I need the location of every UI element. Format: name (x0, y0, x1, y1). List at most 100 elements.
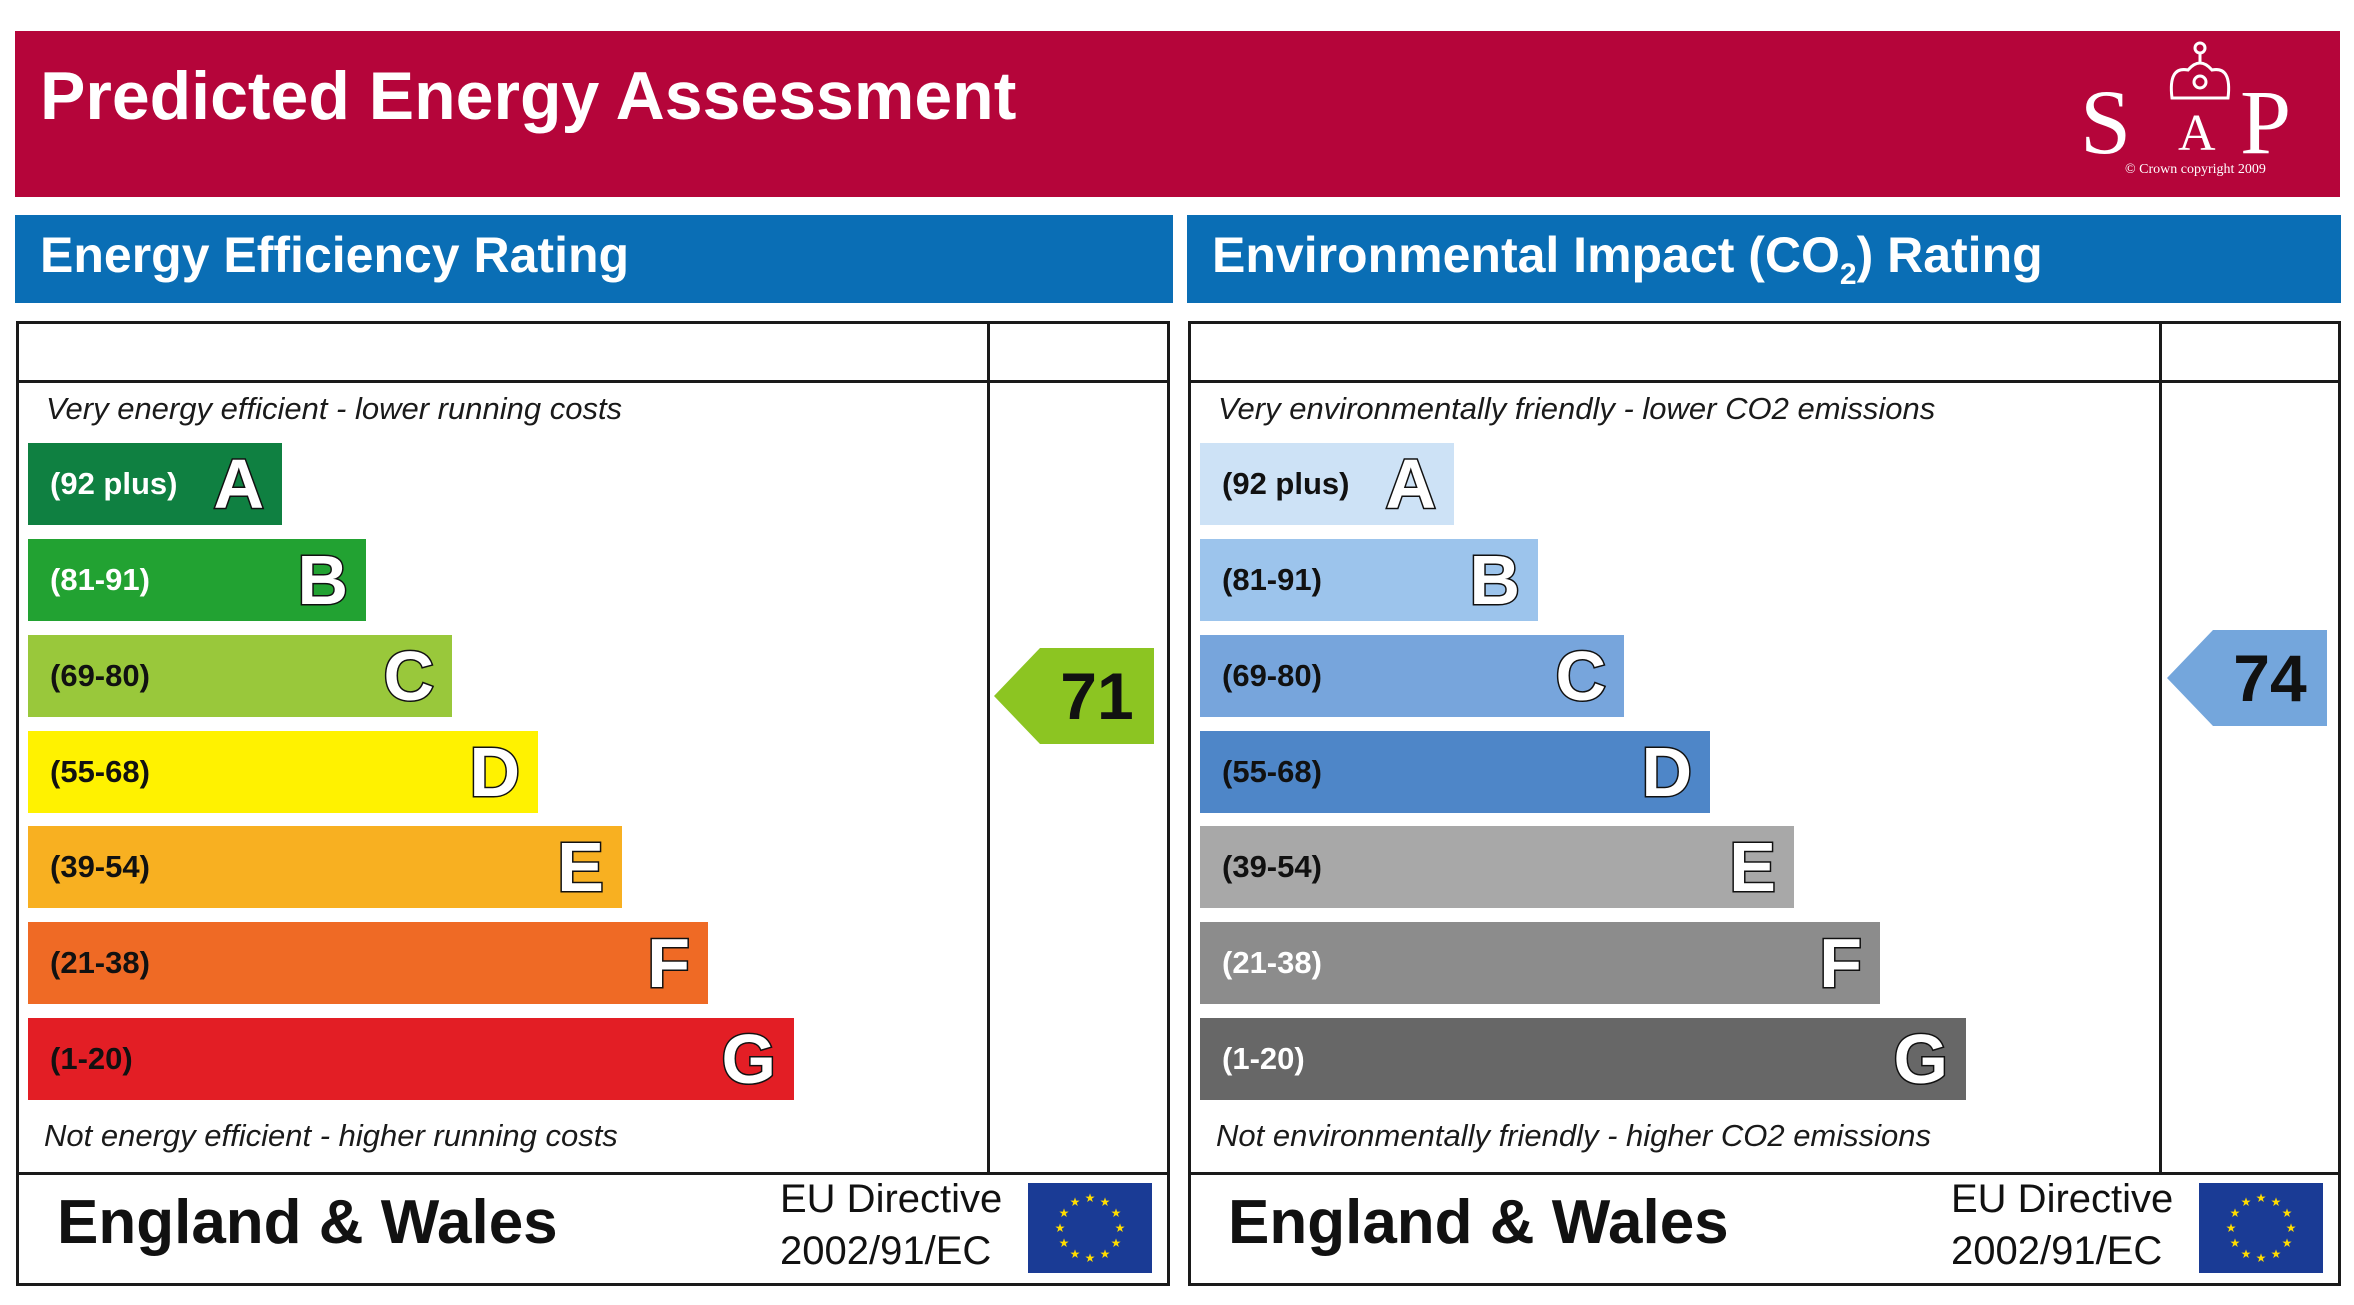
band-letter: D (468, 733, 522, 811)
eu-star-icon: ★ (2230, 1206, 2241, 1220)
eu-star-icon: ★ (2226, 1221, 2237, 1235)
band-range: (39-54) (50, 849, 150, 884)
band-letter: G (720, 1020, 777, 1098)
environment-footer-country: England & Wales (1228, 1188, 1729, 1257)
logo-copyright: © Crown copyright 2009 (2125, 162, 2266, 177)
energy-directive-line1: EU Directive (780, 1177, 1003, 1221)
logo-letter-p: P (2240, 71, 2292, 173)
eu-star-icon: ★ (2241, 1247, 2252, 1261)
band-range: (21-38) (50, 945, 150, 980)
eu-star-icon: ★ (2271, 1195, 2282, 1209)
eu-star-icon: ★ (1100, 1247, 1111, 1261)
logo-letter-a: A (2178, 105, 2216, 162)
sap-logo: S A P © Crown copyright 2009 (2080, 36, 2320, 184)
energy-header-divider (16, 380, 1170, 383)
page-title: Predicted Energy Assessment (40, 58, 1017, 134)
environment-footer-directive: EU Directive 2002/91/EC (1951, 1173, 2173, 1277)
band-letter: D (1640, 733, 1694, 811)
energy-bottom-caption: Not energy efficient - higher running co… (44, 1118, 618, 1153)
environment-band-g: (1-20) G (1200, 1018, 1966, 1100)
eu-star-icon: ★ (2230, 1236, 2241, 1250)
energy-band-b: (81-91) B (28, 539, 366, 621)
eu-star-icon: ★ (1085, 1251, 1096, 1265)
environment-directive-line2: 2002/91/EC (1951, 1229, 2163, 1273)
energy-top-caption: Very energy efficient - lower running co… (46, 391, 623, 426)
band-range: (39-54) (1222, 849, 1322, 884)
eu-star-icon: ★ (1111, 1206, 1122, 1220)
environment-band-a: (92 plus) A (1200, 443, 1454, 525)
band-range: (55-68) (1222, 754, 1322, 789)
environment-footer-divider (1188, 1172, 2341, 1175)
eu-star-icon: ★ (2282, 1206, 2293, 1220)
band-letter: A (212, 445, 266, 523)
eu-star-icon: ★ (1070, 1247, 1081, 1261)
band-letter: C (382, 637, 436, 715)
energy-current-rating-arrow: 71 (994, 648, 1154, 749)
energy-current-rating: 71 (1060, 659, 1134, 733)
eu-flag-icon: ★ ★ ★ ★ ★ ★ ★ ★ ★ ★ ★ ★ (2199, 1183, 2323, 1273)
band-range: (69-80) (1222, 658, 1322, 693)
energy-footer-directive: EU Directive 2002/91/EC (780, 1173, 1002, 1277)
energy-footer-country: England & Wales (57, 1188, 558, 1257)
eu-star-icon: ★ (2256, 1191, 2267, 1205)
band-letter: G (1892, 1020, 1949, 1098)
band-range: (69-80) (50, 658, 150, 693)
environment-title-bar (1187, 215, 2341, 303)
energy-band-d: (55-68) D (28, 731, 538, 813)
environment-band-e: (39-54) E (1200, 826, 1794, 908)
environment-title: Environmental Impact (CO2) Rating (1212, 227, 2043, 291)
band-letter: B (1468, 541, 1522, 619)
energy-arrow-shape (994, 648, 1154, 744)
environment-bottom-caption: Not environmentally friendly - higher CO… (1216, 1118, 1932, 1153)
eu-star-icon: ★ (2282, 1236, 2293, 1250)
band-letter: B (296, 541, 350, 619)
band-letter: E (1728, 828, 1778, 906)
environment-current-rating-arrow: 74 (2167, 630, 2327, 731)
band-letter: E (556, 828, 606, 906)
energy-directive-line2: 2002/91/EC (780, 1229, 992, 1273)
eu-star-icon: ★ (1055, 1221, 1066, 1235)
eu-star-icon: ★ (1111, 1236, 1122, 1250)
eu-star-icon: ★ (1070, 1195, 1081, 1209)
environment-header-divider (1188, 380, 2341, 383)
eu-star-icon: ★ (1059, 1236, 1070, 1250)
band-range: (1-20) (1222, 1041, 1305, 1076)
band-letter: F (646, 924, 692, 1002)
logo-letter-s: S (2080, 71, 2132, 173)
environment-band-c: (69-80) C (1200, 635, 1624, 717)
energy-band-g: (1-20) G (28, 1018, 794, 1100)
header-banner (15, 31, 2340, 197)
eu-star-icon: ★ (1115, 1221, 1126, 1235)
band-range: (81-91) (50, 562, 150, 597)
environment-current-rating: 74 (2233, 641, 2307, 715)
eu-flag-icon: ★ ★ ★ ★ ★ ★ ★ ★ ★ ★ ★ ★ (1028, 1183, 1152, 1273)
band-range: (1-20) (50, 1041, 133, 1076)
environment-column-divider (2159, 321, 2162, 1175)
environment-top-caption: Very environmentally friendly - lower CO… (1218, 391, 1936, 426)
eu-star-icon: ★ (2241, 1195, 2252, 1209)
band-range: (21-38) (1222, 945, 1322, 980)
eu-star-icon: ★ (2256, 1251, 2267, 1265)
environment-band-b: (81-91) B (1200, 539, 1538, 621)
band-letter: A (1384, 445, 1438, 523)
eu-star-icon: ★ (1085, 1191, 1096, 1205)
energy-title: Energy Efficiency Rating (40, 227, 630, 283)
crown-icon (2169, 41, 2231, 100)
eu-star-icon: ★ (1059, 1206, 1070, 1220)
eu-star-icon: ★ (2271, 1247, 2282, 1261)
environment-band-d: (55-68) D (1200, 731, 1710, 813)
energy-title-bar (15, 215, 1173, 303)
band-letter: F (1818, 924, 1864, 1002)
environment-arrow-shape (2167, 630, 2327, 726)
band-letter: C (1554, 637, 1608, 715)
environment-directive-line1: EU Directive (1951, 1177, 2174, 1221)
energy-footer-divider (16, 1172, 1170, 1175)
energy-column-divider (987, 321, 990, 1175)
environment-band-f: (21-38) F (1200, 922, 1880, 1004)
eu-star-icon: ★ (2286, 1221, 2297, 1235)
band-range: (92 plus) (50, 466, 178, 501)
energy-band-e: (39-54) E (28, 826, 622, 908)
energy-band-a: (92 plus) A (28, 443, 282, 525)
band-range: (81-91) (1222, 562, 1322, 597)
energy-band-c: (69-80) C (28, 635, 452, 717)
